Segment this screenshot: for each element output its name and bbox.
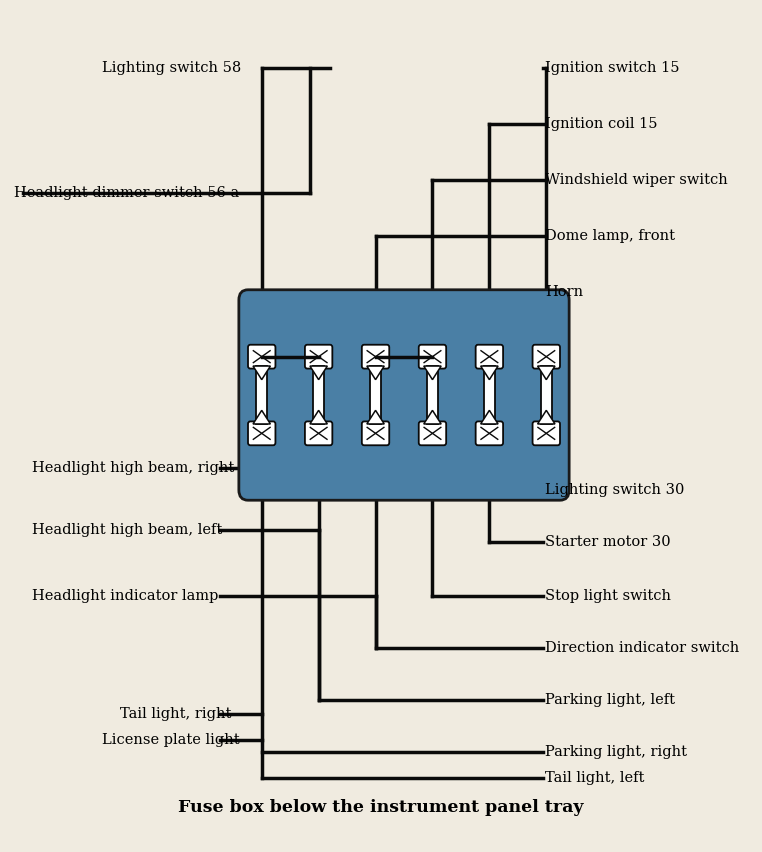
Bar bbox=[313, 366, 324, 424]
FancyBboxPatch shape bbox=[248, 422, 275, 446]
Polygon shape bbox=[538, 411, 555, 424]
FancyBboxPatch shape bbox=[475, 345, 503, 369]
Bar bbox=[427, 366, 438, 424]
Text: Lighting switch 58: Lighting switch 58 bbox=[102, 61, 242, 75]
FancyBboxPatch shape bbox=[419, 422, 447, 446]
Polygon shape bbox=[367, 411, 384, 424]
Text: Dome lamp, front: Dome lamp, front bbox=[545, 229, 675, 243]
Polygon shape bbox=[253, 366, 271, 380]
Text: Tail light, right: Tail light, right bbox=[120, 707, 232, 721]
FancyBboxPatch shape bbox=[362, 345, 389, 369]
Bar bbox=[256, 366, 267, 424]
Text: Parking light, left: Parking light, left bbox=[545, 693, 675, 707]
FancyBboxPatch shape bbox=[362, 422, 389, 446]
Text: Horn: Horn bbox=[545, 285, 583, 299]
Text: Parking light, right: Parking light, right bbox=[545, 745, 687, 759]
Bar bbox=[370, 366, 381, 424]
FancyBboxPatch shape bbox=[248, 345, 275, 369]
Text: Direction indicator switch: Direction indicator switch bbox=[545, 641, 739, 655]
Polygon shape bbox=[424, 366, 441, 380]
Bar bbox=[484, 366, 495, 424]
FancyBboxPatch shape bbox=[533, 345, 560, 369]
FancyBboxPatch shape bbox=[305, 422, 332, 446]
Text: Ignition switch 15: Ignition switch 15 bbox=[545, 61, 680, 75]
FancyBboxPatch shape bbox=[475, 422, 503, 446]
Text: Ignition coil 15: Ignition coil 15 bbox=[545, 117, 658, 131]
Text: Headlight dimmer switch 56 a: Headlight dimmer switch 56 a bbox=[14, 186, 239, 200]
Text: Lighting switch 30: Lighting switch 30 bbox=[545, 483, 684, 497]
Polygon shape bbox=[481, 366, 498, 380]
Polygon shape bbox=[424, 411, 441, 424]
Text: Windshield wiper switch: Windshield wiper switch bbox=[545, 173, 728, 187]
Text: Headlight high beam, left: Headlight high beam, left bbox=[32, 523, 223, 537]
Text: Headlight high beam, right: Headlight high beam, right bbox=[32, 461, 234, 475]
Polygon shape bbox=[481, 411, 498, 424]
Text: Stop light switch: Stop light switch bbox=[545, 589, 671, 603]
FancyBboxPatch shape bbox=[239, 290, 569, 500]
FancyBboxPatch shape bbox=[533, 422, 560, 446]
Text: Starter motor 30: Starter motor 30 bbox=[545, 535, 671, 549]
Polygon shape bbox=[310, 411, 328, 424]
Text: Headlight indicator lamp: Headlight indicator lamp bbox=[32, 589, 219, 603]
Bar bbox=[541, 366, 552, 424]
Polygon shape bbox=[538, 366, 555, 380]
FancyBboxPatch shape bbox=[419, 345, 447, 369]
Polygon shape bbox=[253, 411, 271, 424]
FancyBboxPatch shape bbox=[305, 345, 332, 369]
Text: Fuse box below the instrument panel tray: Fuse box below the instrument panel tray bbox=[178, 799, 584, 816]
Text: License plate light: License plate light bbox=[102, 733, 239, 747]
Text: Tail light, left: Tail light, left bbox=[545, 771, 645, 785]
Polygon shape bbox=[367, 366, 384, 380]
Polygon shape bbox=[310, 366, 328, 380]
